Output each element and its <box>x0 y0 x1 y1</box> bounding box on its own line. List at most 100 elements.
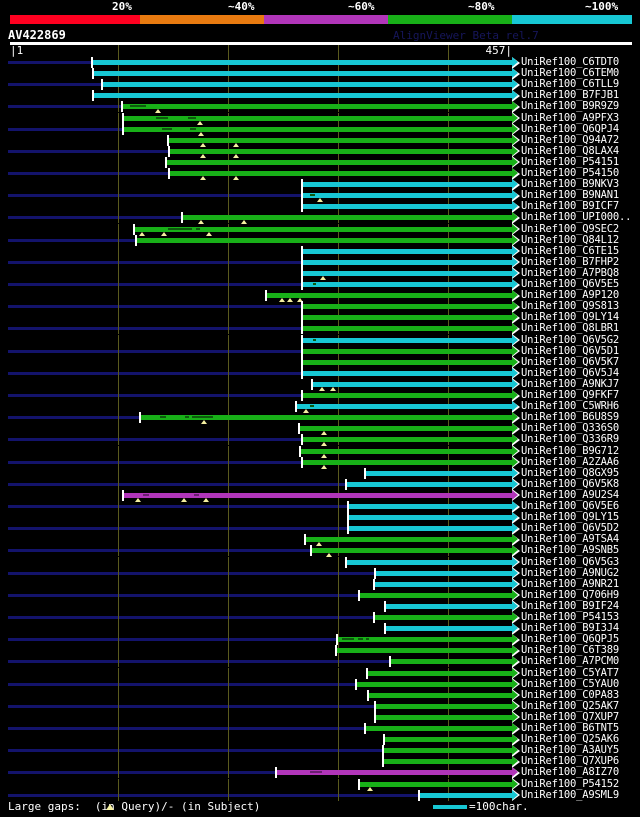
hit-label[interactable]: UniRef100_B9I3J4 <box>521 622 619 635</box>
hit-label[interactable]: UniRef100_Q336S0 <box>521 422 619 435</box>
alignment-row[interactable]: UniRef100_A2ZAA6 <box>0 455 640 469</box>
hit-label[interactable]: UniRef100_P54151 <box>521 155 619 168</box>
alignment-row[interactable]: UniRef100_A9NKJ7 <box>0 378 640 391</box>
alignment-row[interactable]: UniRef100_A9SNB5 <box>0 544 640 558</box>
hsp-bar[interactable] <box>168 171 512 176</box>
hsp-bar[interactable] <box>347 504 512 509</box>
hit-label[interactable]: UniRef100_B9ICF7 <box>521 200 619 213</box>
hit-label[interactable]: UniRef100_Q9LY14 <box>521 311 619 324</box>
hit-label[interactable]: UniRef100_A7PBQ8 <box>521 266 619 279</box>
alignment-row[interactable]: UniRef100_UPI000.. <box>0 211 640 225</box>
hit-label[interactable]: UniRef100_C6TEM0 <box>521 67 619 80</box>
alignment-row[interactable]: UniRef100_A9PFX3 <box>0 112 640 125</box>
alignment-row[interactable]: UniRef100_B6TNT5 <box>0 722 640 735</box>
hsp-bar[interactable] <box>275 770 512 776</box>
hit-label[interactable]: UniRef100_B7FJB1 <box>521 89 619 102</box>
hsp-bar[interactable] <box>358 781 512 787</box>
hit-label[interactable]: UniRef100_C0PA83 <box>521 688 619 701</box>
hit-label[interactable]: UniRef100_Q7XUP6 <box>521 755 619 768</box>
hsp-bar[interactable] <box>298 426 512 432</box>
alignment-row[interactable]: UniRef100_A9U2S4 <box>0 489 640 502</box>
hsp-bar[interactable] <box>364 726 512 731</box>
hsp-bar[interactable] <box>301 337 512 343</box>
alignment-row[interactable]: UniRef100_B7FHP2 <box>0 255 640 269</box>
hsp-bar[interactable] <box>92 93 512 99</box>
alignment-row[interactable]: UniRef100_Q6V5D1 <box>0 345 640 358</box>
hit-label[interactable]: UniRef100_Q6V5D2 <box>521 522 619 535</box>
hit-label[interactable]: UniRef100_Q6V5E5 <box>521 278 619 290</box>
alignment-row[interactable]: UniRef100_Q336R9 <box>0 433 640 447</box>
hit-label[interactable]: UniRef100_C5YAU0 <box>521 677 619 690</box>
alignment-row[interactable]: UniRef100_Q706H9 <box>0 588 640 602</box>
hsp-bar[interactable] <box>301 204 512 210</box>
hit-label[interactable]: UniRef100_Q8LAX4 <box>521 144 619 157</box>
hit-label[interactable]: UniRef100_Q706H9 <box>521 588 619 601</box>
hsp-bar[interactable] <box>301 304 512 310</box>
hsp-bar[interactable] <box>366 670 512 676</box>
hsp-bar[interactable] <box>301 248 512 254</box>
hsp-bar[interactable] <box>347 515 512 521</box>
hsp-bar[interactable] <box>347 526 512 532</box>
hsp-bar[interactable] <box>384 626 512 632</box>
alignment-row[interactable]: UniRef100_C6TEM0 <box>0 67 640 80</box>
hit-label[interactable]: UniRef100_Q6V5K7 <box>521 355 619 368</box>
hsp-bar[interactable] <box>301 459 512 465</box>
hit-label[interactable]: UniRef100_P54153 <box>521 611 619 623</box>
alignment-row[interactable]: UniRef100_Q7XUP6 <box>0 755 640 768</box>
hit-label[interactable]: UniRef100_A3AUY5 <box>521 744 619 757</box>
alignment-row[interactable]: UniRef100_B6U8S9 <box>0 411 640 425</box>
hsp-bar[interactable] <box>301 270 512 276</box>
hsp-bar[interactable] <box>301 359 512 365</box>
alignment-row[interactable]: UniRef100_C0PA83 <box>0 688 640 702</box>
hit-label[interactable]: UniRef100_Q9LY15 <box>521 511 619 524</box>
hsp-bar[interactable] <box>373 615 512 620</box>
alignment-row[interactable]: UniRef100_A9NUG2 <box>0 567 640 580</box>
hit-label[interactable]: UniRef100_A2ZAA6 <box>521 455 619 468</box>
alignment-row[interactable]: UniRef100_Q7XUP7 <box>0 711 640 724</box>
hsp-bar[interactable] <box>374 703 512 709</box>
hsp-bar[interactable] <box>301 182 512 188</box>
hit-label[interactable]: UniRef100_A7PCM0 <box>521 655 619 668</box>
hit-label[interactable]: UniRef100_P54152 <box>521 777 619 790</box>
hsp-bar[interactable] <box>364 470 512 476</box>
hit-label[interactable]: UniRef100_A9P120 <box>521 289 619 302</box>
hit-label[interactable]: UniRef100_A9SML9 <box>521 788 619 801</box>
alignment-row[interactable]: UniRef100_C5YAU0 <box>0 677 640 691</box>
hit-label[interactable]: UniRef100_C6TLL9 <box>521 78 619 91</box>
alignment-row[interactable]: UniRef100_C6TLL9 <box>0 78 640 91</box>
alignment-row[interactable]: UniRef100_B7FJB1 <box>0 89 640 102</box>
hit-label[interactable]: UniRef100_Q8GX95 <box>521 466 619 479</box>
hit-label[interactable]: UniRef100_P54150 <box>521 167 619 179</box>
alignment-row[interactable]: UniRef100_Q8LAX4 <box>0 144 640 158</box>
hit-label[interactable]: UniRef100_B6TNT5 <box>521 722 619 734</box>
hsp-bar[interactable] <box>304 537 512 543</box>
hit-label[interactable]: UniRef100_Q94A72 <box>521 133 619 146</box>
alignment-row[interactable]: UniRef100_Q9FKF7 <box>0 389 640 402</box>
alignment-row[interactable]: UniRef100_Q94A72 <box>0 133 640 147</box>
hsp-bar[interactable] <box>301 259 512 265</box>
hsp-bar[interactable] <box>139 415 512 421</box>
hit-label[interactable]: UniRef100_Q25AK6 <box>521 733 619 746</box>
hit-label[interactable]: UniRef100_Q8LBR1 <box>521 322 619 335</box>
alignment-row[interactable]: UniRef100_Q6QPJ5 <box>0 633 640 646</box>
hsp-bar[interactable] <box>311 381 512 387</box>
hsp-bar[interactable] <box>301 393 512 398</box>
hit-label[interactable]: UniRef100_B7FHP2 <box>521 255 619 268</box>
alignment-row[interactable]: UniRef100_B9R9Z9 <box>0 100 640 114</box>
hit-label[interactable]: UniRef100_C6T389 <box>521 644 619 657</box>
hit-label[interactable]: UniRef100_C6TDT0 <box>521 56 619 68</box>
alignment-row[interactable]: UniRef100_P54150 <box>0 167 640 180</box>
hit-label[interactable]: UniRef100_Q6V5G2 <box>521 333 619 346</box>
alignment-row[interactable]: UniRef100_Q8GX95 <box>0 466 640 480</box>
hit-label[interactable]: UniRef100_B9R9Z9 <box>521 100 619 113</box>
hsp-bar[interactable] <box>133 226 512 232</box>
hit-label[interactable]: UniRef100_B9G712 <box>521 444 619 457</box>
hit-label[interactable]: UniRef100_C5WRH6 <box>521 400 619 413</box>
alignment-row[interactable]: UniRef100_Q6V5D2 <box>0 522 640 535</box>
hsp-bar[interactable] <box>165 159 512 165</box>
hit-label[interactable]: UniRef100_A8IZ70 <box>521 766 619 779</box>
hsp-bar[interactable] <box>301 348 512 354</box>
hsp-bar[interactable] <box>167 137 512 143</box>
alignment-row[interactable]: UniRef100_C5YAT7 <box>0 667 640 679</box>
hsp-bar[interactable] <box>384 603 512 609</box>
